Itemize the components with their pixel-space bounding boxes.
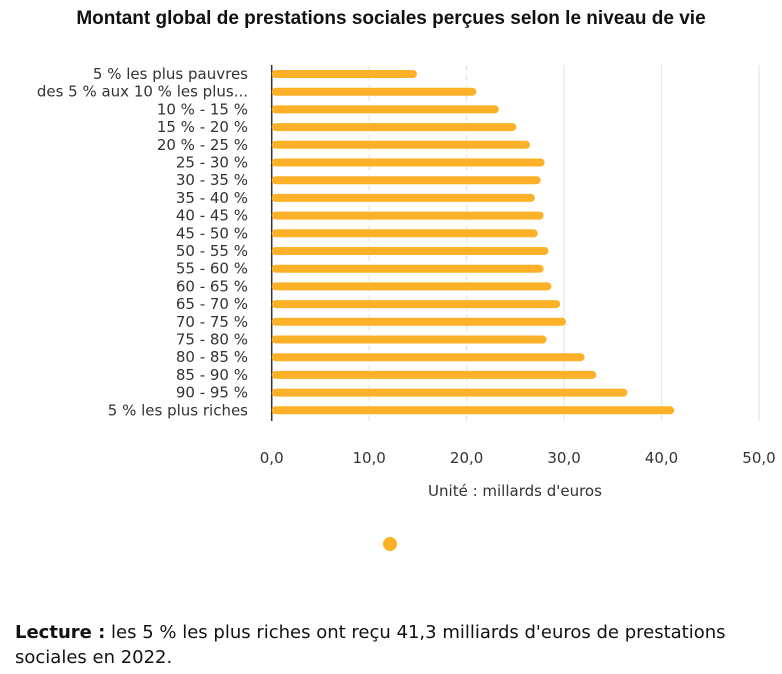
bar [271, 370, 597, 379]
x-tick-label: 0,0 [260, 449, 284, 467]
reading-note: Lecture : les 5 % les plus riches ont re… [15, 620, 755, 670]
category-label: 65 - 70 % [176, 295, 248, 313]
x-tick-label: 10,0 [352, 449, 385, 467]
category-label: 5 % les plus riches [108, 401, 248, 419]
category-label: 40 - 45 % [176, 207, 248, 225]
bar [271, 193, 535, 202]
category-label: 10 % - 15 % [157, 100, 248, 118]
x-tick-label: 20,0 [450, 449, 483, 467]
category-label: 20 % - 25 % [157, 136, 248, 154]
category-label: 25 - 30 % [176, 154, 248, 172]
category-label: 35 - 40 % [176, 189, 248, 207]
bar [271, 158, 545, 167]
bar [271, 140, 530, 149]
x-axis-title: Unité : millards d'euros [428, 482, 602, 500]
bar [271, 282, 552, 291]
category-label: 60 - 65 % [176, 277, 248, 295]
bar [271, 353, 585, 362]
bar [271, 105, 499, 114]
bar [271, 388, 628, 397]
category-label: 5 % les plus pauvres [93, 65, 248, 83]
bar [271, 87, 477, 96]
bar [271, 211, 544, 220]
category-label: 85 - 90 % [176, 366, 248, 384]
category-label: 55 - 60 % [176, 260, 248, 278]
chart-title: Montant global de prestations sociales p… [76, 8, 706, 29]
category-label: 90 - 95 % [176, 384, 248, 402]
bar [271, 406, 675, 415]
category-label: 30 - 35 % [176, 171, 248, 189]
legend-marker [383, 537, 397, 551]
x-tick-label: 40,0 [645, 449, 678, 467]
x-tick-label: 50,0 [742, 449, 775, 467]
x-tick-label: 30,0 [547, 449, 580, 467]
category-label: 75 - 80 % [176, 331, 248, 349]
bar [271, 247, 549, 255]
bar [271, 300, 561, 309]
bar [271, 176, 541, 185]
bar [271, 123, 517, 132]
chart-container: Montant global de prestations sociales p… [36, 8, 776, 551]
bar [271, 70, 417, 78]
bar [271, 229, 538, 238]
category-label: 15 % - 20 % [157, 118, 248, 136]
category-label: 70 - 75 % [176, 313, 248, 331]
reading-text: les 5 % les plus riches ont reçu 41,3 mi… [15, 622, 726, 668]
reading-label: Lecture : [15, 622, 106, 643]
category-label: 80 - 85 % [176, 348, 248, 366]
bar [271, 317, 567, 326]
bar-chart: 0,0 10,0 20,0 30,0 40,0 50,0 5 % les plus pauv… [37, 65, 776, 551]
category-label: 45 - 50 % [176, 224, 248, 242]
category-label: des 5 % aux 10 % les plus... [37, 83, 248, 101]
bar [271, 335, 547, 344]
bar [271, 264, 544, 273]
category-label: 50 - 55 % [176, 242, 248, 260]
